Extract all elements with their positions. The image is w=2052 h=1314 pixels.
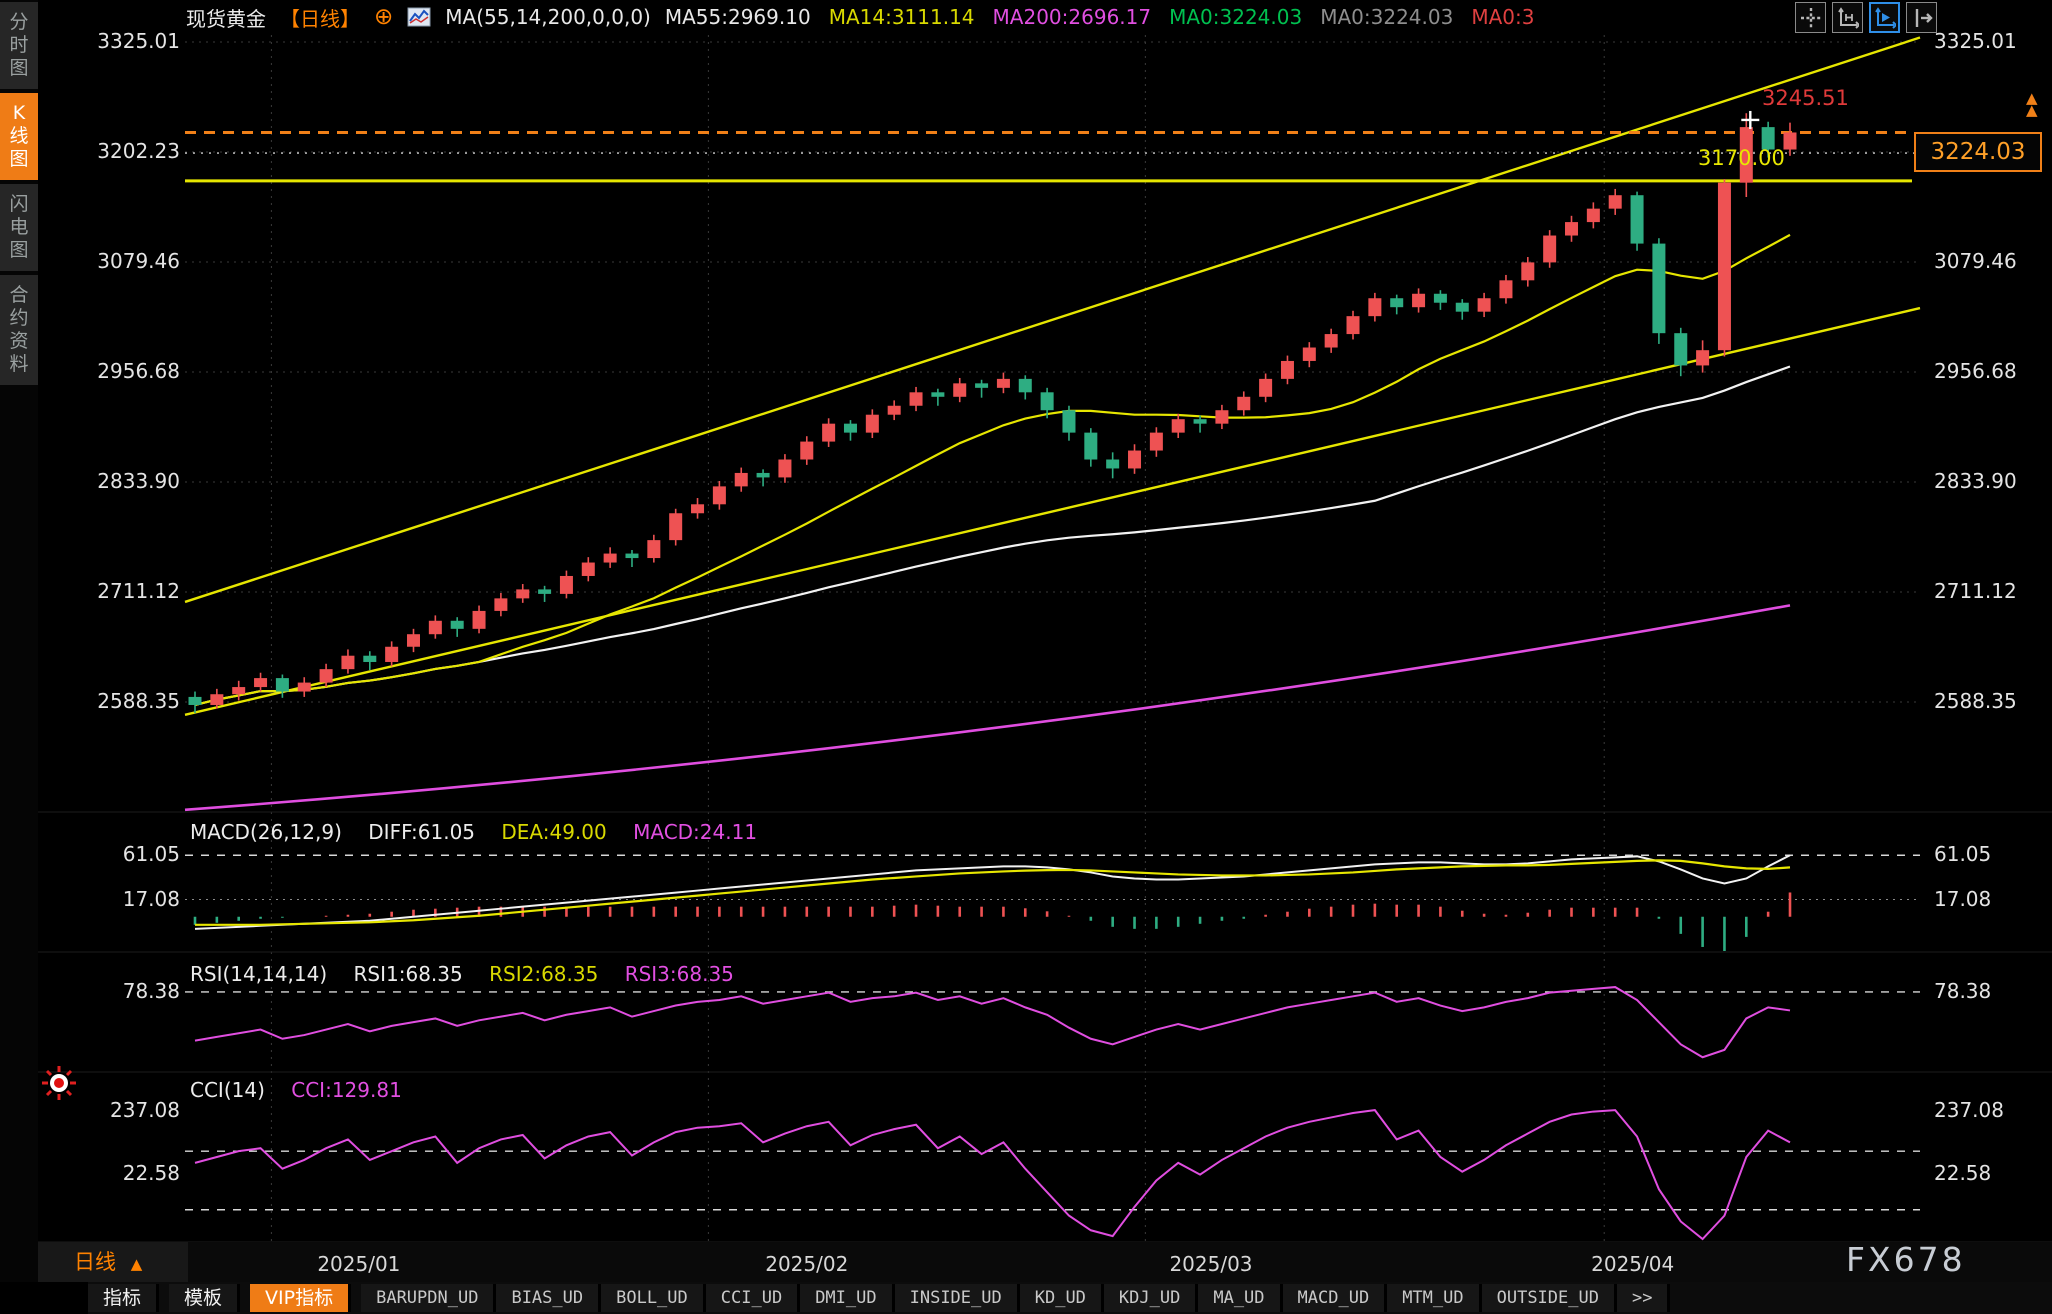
y-axis-label-left: 2833.90 xyxy=(97,468,180,493)
period-selector-label: 日线 xyxy=(74,1250,116,1274)
y-axis-label-right: 78.38 xyxy=(1934,978,1992,1003)
macd-value: MACD:24.11 xyxy=(633,820,758,844)
macd-dea-value: DEA:49.00 xyxy=(501,820,607,844)
sidebar-item-active[interactable]: K 线 图 xyxy=(0,93,38,180)
indicator-tab[interactable]: INSIDE_UD xyxy=(894,1284,1020,1312)
rsi-pane-header: RSI(14,14,14) RSI1:68.35 RSI2:68.35 RSI3… xyxy=(190,962,754,986)
cci-value: CCI:129.81 xyxy=(291,1078,402,1102)
ma-value: MA14:3111.14 xyxy=(828,5,975,29)
y-axis-label-left: 2711.12 xyxy=(97,578,180,603)
rsi-params: RSI(14,14,14) xyxy=(190,962,328,986)
indicator-tab[interactable]: BIAS_UD xyxy=(496,1284,602,1312)
ma-value: MA200:2696.17 xyxy=(992,5,1152,29)
x-axis-month-label: 2025/04 xyxy=(1591,1252,1675,1276)
indicator-tab[interactable]: BOLL_UD xyxy=(601,1284,706,1312)
y-axis-label-right: 2833.90 xyxy=(1934,468,2017,493)
auto-scroll-icon[interactable] xyxy=(1869,2,1900,33)
ma-values: MA55:2969.10 MA14:3111.14 MA200:2696.17 MA0… xyxy=(665,5,1553,29)
x-axis-month-label: 2025/01 xyxy=(317,1252,401,1276)
cci-params: CCI(14) xyxy=(190,1078,265,1102)
indicator-tab[interactable]: MACD_UD xyxy=(1282,1284,1388,1312)
time-axis: 日线 ▲ xyxy=(38,1242,2052,1282)
ma-value: MA0:3224.03 xyxy=(1320,5,1454,29)
ma-value: MA0:3 xyxy=(1471,5,1535,29)
indicator-tab[interactable]: 指标 xyxy=(88,1284,160,1312)
mini-chart-icon[interactable] xyxy=(407,7,431,27)
y-axis-label-left: 2956.68 xyxy=(97,358,180,383)
y-axis-label-right: 2588.35 xyxy=(1934,688,2017,713)
add-indicator-icon[interactable]: ⊕ xyxy=(374,4,394,30)
rsi3-value: RSI3:68.35 xyxy=(624,962,734,986)
y-axis-label-left: 17.08 xyxy=(122,886,180,911)
symbol-name[interactable]: 现货黄金 xyxy=(186,6,266,31)
left-sidebar: 分 时 图 K 线 图闪 电 图合 约 资 料 xyxy=(0,0,38,1282)
indicator-tab[interactable]: DMI_UD xyxy=(800,1284,895,1312)
y-axis-label-right: 2956.68 xyxy=(1934,358,2017,383)
x-axis-month-label: 2025/02 xyxy=(765,1252,849,1276)
swing-high-label: 3245.51 xyxy=(1762,86,1849,110)
chart-tool-icons xyxy=(1795,2,1937,33)
goto-last-bar-icon[interactable] xyxy=(1906,2,1937,33)
last-price-tag: 3224.03 xyxy=(1914,132,2042,172)
y-axis-label-right: 17.08 xyxy=(1934,886,1992,911)
y-axis-label-left: 22.58 xyxy=(122,1160,180,1185)
indicator-tab[interactable]: 模板 xyxy=(169,1284,241,1312)
rsi1-value: RSI1:68.35 xyxy=(353,962,463,986)
sidebar-item-tab[interactable]: 闪 电 图 xyxy=(0,184,38,271)
watermark: FX678 xyxy=(1846,1240,1966,1279)
macd-diff-value: DIFF:61.05 xyxy=(368,820,476,844)
y-axis-label-right: 3325.01 xyxy=(1934,29,2017,53)
y-axis-label-right: 61.05 xyxy=(1934,842,1992,867)
period-dropdown-arrow-icon: ▲ xyxy=(130,1255,143,1273)
sidebar-item-tab[interactable]: 合 约 资 料 xyxy=(0,275,38,385)
y-axis-label-left: 3079.46 xyxy=(97,248,180,273)
macd-params: MACD(26,12,9) xyxy=(190,820,342,844)
sidebar-item-tab[interactable]: 分 时 图 xyxy=(0,2,38,89)
indicator-tab[interactable]: >> xyxy=(1616,1284,1671,1312)
indicator-tab[interactable]: KDJ_UD xyxy=(1103,1284,1199,1312)
indicator-toolbar: 指标 模板 VIP指标 BARUPDN_UD BIAS_UD BOLL_UD CCI_UD D… xyxy=(0,1282,2052,1314)
toolbar-spacer xyxy=(0,1282,88,1314)
y-axis-label-left: 61.05 xyxy=(122,842,180,867)
y-axis-label-right: 237.08 xyxy=(1934,1097,2004,1122)
macd-pane-header: MACD(26,12,9) DIFF:61.05 DEA:49.00 MACD:… xyxy=(190,820,777,844)
period-badge[interactable]: 【日线】 xyxy=(280,6,360,31)
y-axis-label-left: 3325.01 xyxy=(97,29,180,53)
x-axis-month-label: 2025/03 xyxy=(1169,1252,1253,1276)
rsi2-value: RSI2:68.35 xyxy=(489,962,599,986)
ma-value: MA0:3224.03 xyxy=(1169,5,1303,29)
support-level-label: 3170.00 xyxy=(1698,146,1785,170)
pan-crosshair-icon[interactable] xyxy=(1795,2,1826,33)
y-axis-label-left: 2588.35 xyxy=(97,688,180,713)
y-axis-label-left: 237.08 xyxy=(110,1097,180,1122)
y-axis-label-right: 22.58 xyxy=(1934,1160,1992,1185)
indicator-tab[interactable]: MA_UD xyxy=(1198,1284,1283,1312)
price-marker-arrows-icon: ▲ ▲ xyxy=(2026,89,2038,119)
y-axis-label-left: 3202.23 xyxy=(97,139,180,163)
indicator-tab[interactable]: CCI_UD xyxy=(705,1284,801,1312)
chart-header: 现货黄金 【日线】 ⊕ MA(55,14,200,0,0,0) MA55:296… xyxy=(186,3,1552,31)
indicator-tab[interactable]: KD_UD xyxy=(1019,1284,1104,1312)
alert-icon[interactable] xyxy=(40,1064,78,1102)
axis-scale-icon[interactable] xyxy=(1832,2,1863,33)
ma-settings: MA(55,14,200,0,0,0) xyxy=(445,5,651,29)
indicator-tab[interactable]: OUTSIDE_UD xyxy=(1481,1284,1617,1312)
cci-pane-header: CCI(14) CCI:129.81 xyxy=(190,1078,422,1102)
indicator-tab[interactable]: VIP指标 xyxy=(250,1284,352,1312)
period-selector[interactable]: 日线 ▲ xyxy=(38,1242,188,1282)
indicator-tab[interactable]: MTM_UD xyxy=(1387,1284,1482,1312)
indicator-tab[interactable]: BARUPDN_UD xyxy=(361,1284,497,1312)
ma-value: MA55:2969.10 xyxy=(664,5,811,29)
y-axis-label-right: 3079.46 xyxy=(1934,248,2017,273)
y-axis-label-right: 2711.12 xyxy=(1934,578,2017,603)
y-axis-label-left: 78.38 xyxy=(122,978,180,1003)
